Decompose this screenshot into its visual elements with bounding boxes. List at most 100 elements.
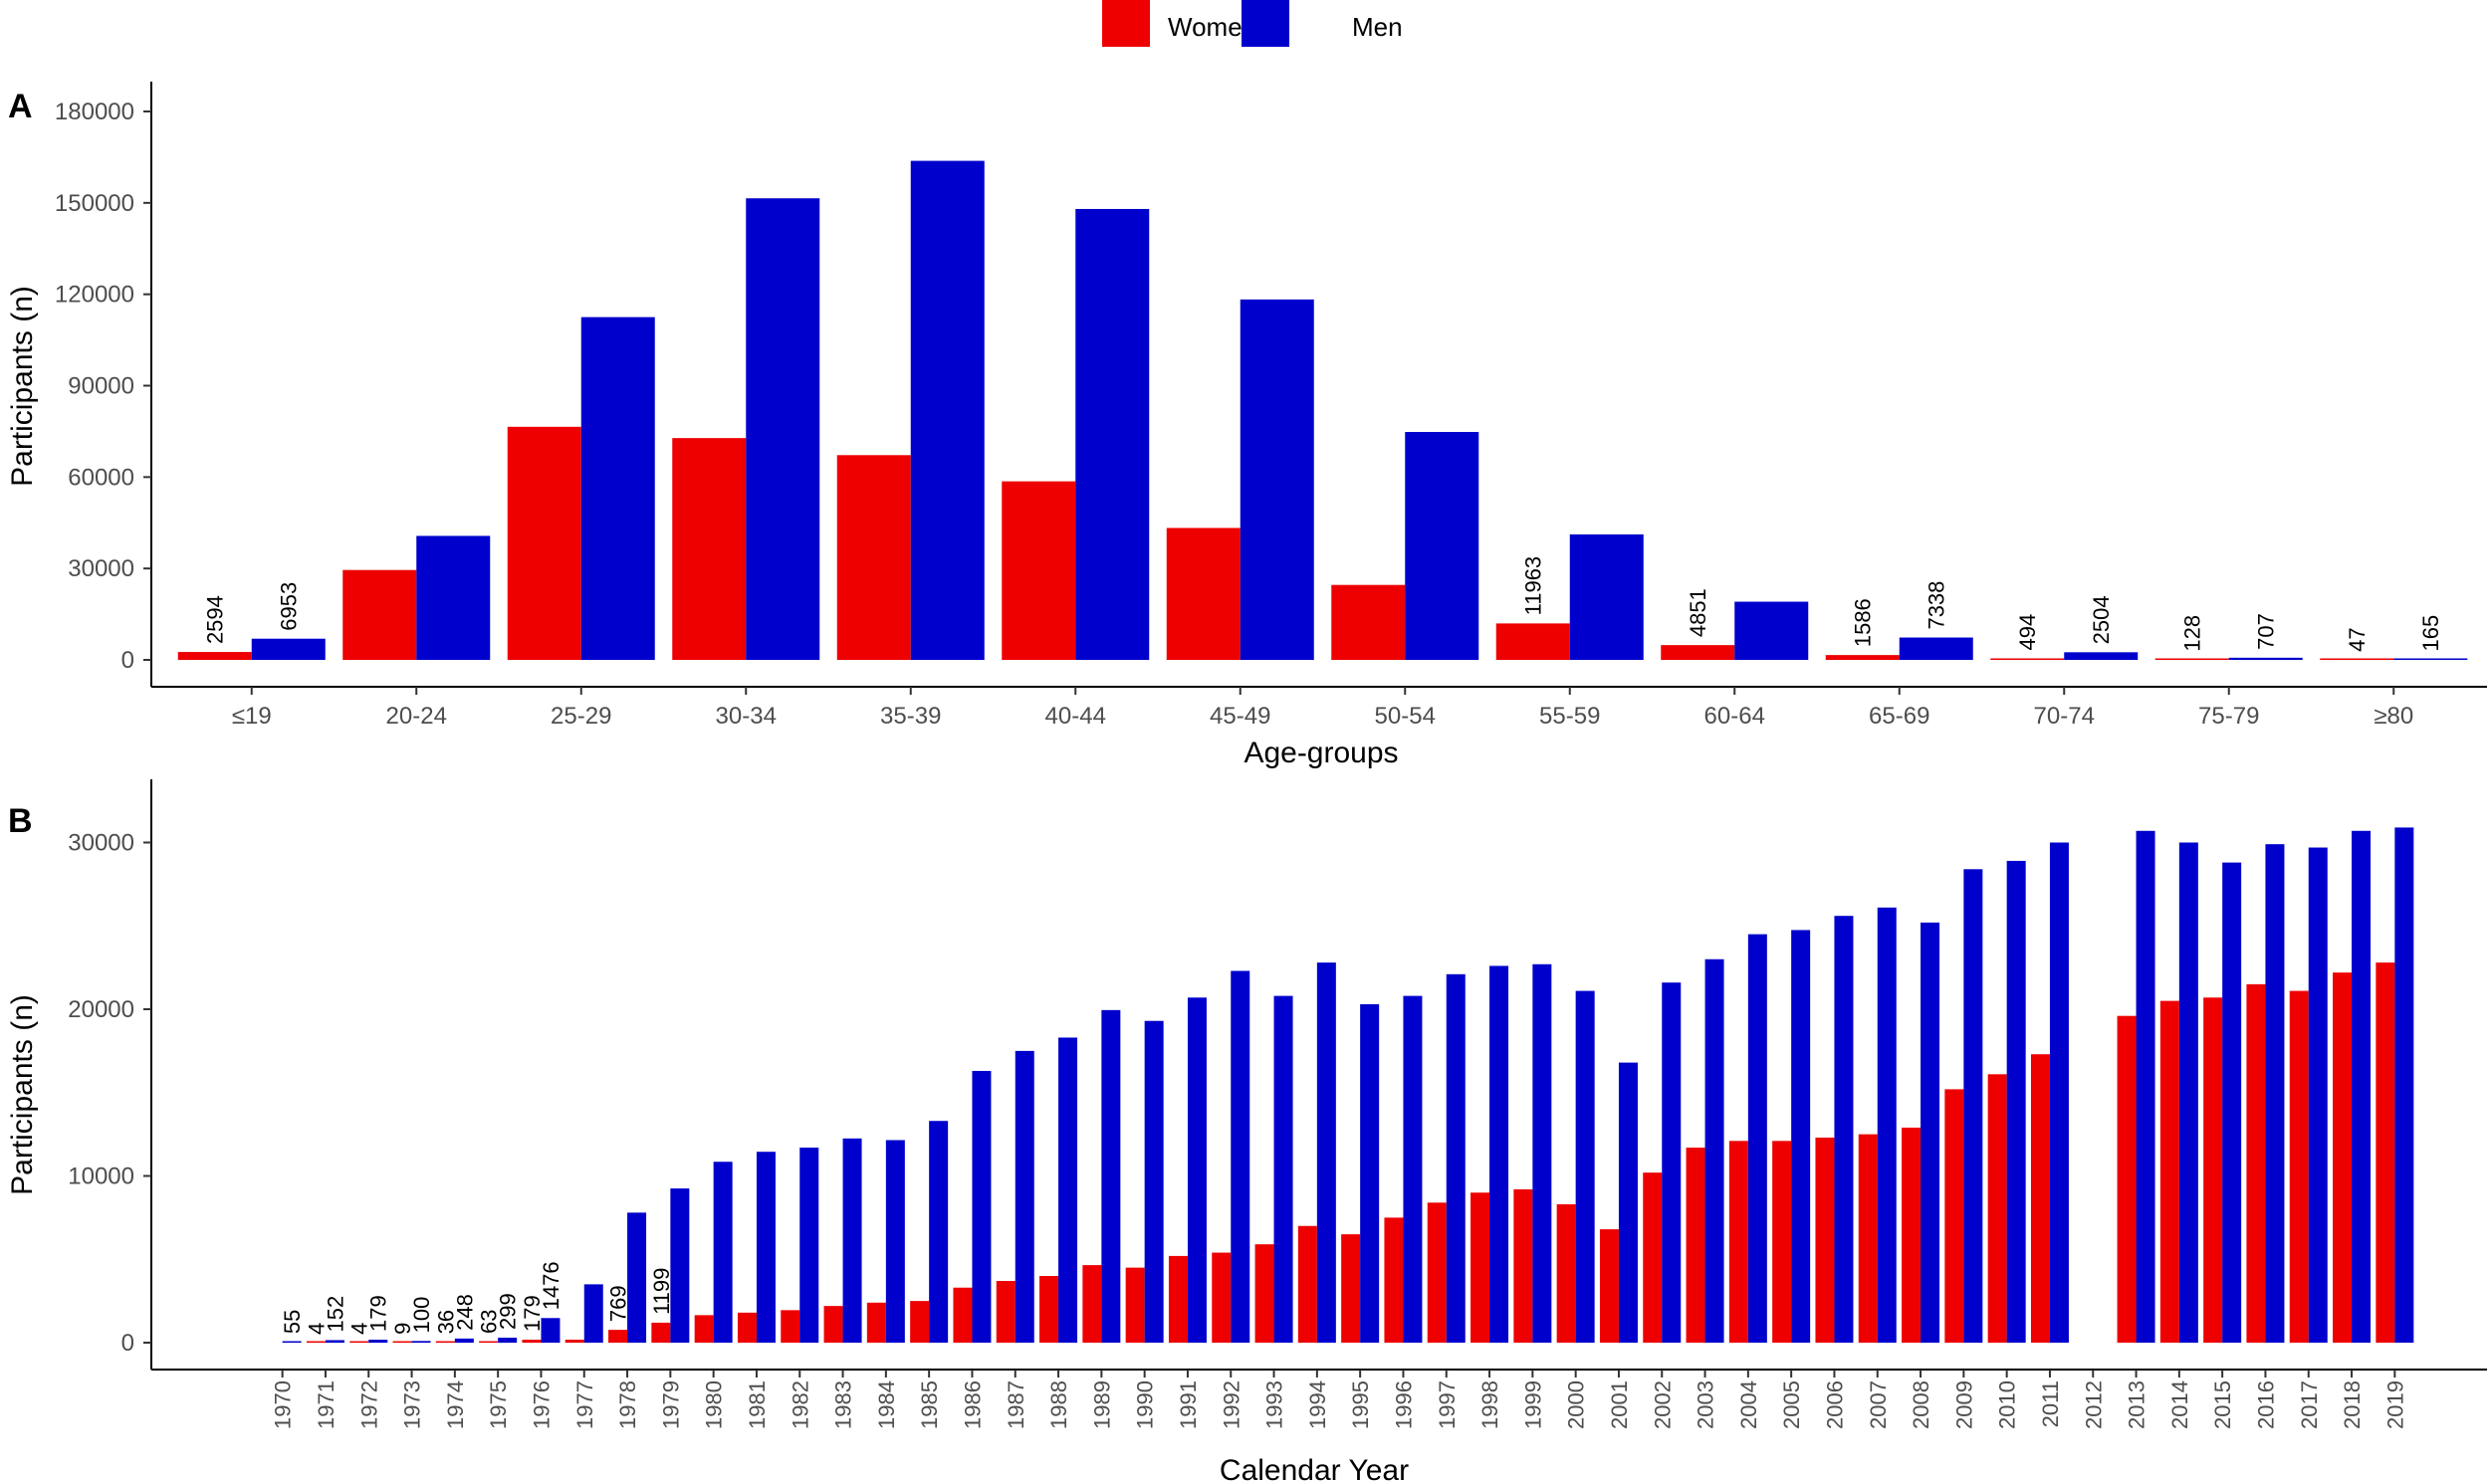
bar-men xyxy=(910,160,985,660)
x-tick-label: 65-69 xyxy=(1869,703,1929,730)
bar-women xyxy=(2376,962,2395,1343)
bar-men xyxy=(251,638,326,660)
x-tick-label: 2019 xyxy=(2382,1380,2407,1429)
bar-men xyxy=(670,1188,690,1343)
bar-men xyxy=(1791,930,1811,1343)
bar-women xyxy=(565,1339,584,1343)
data-label: 165 xyxy=(2418,615,2443,652)
x-tick-label: 1993 xyxy=(1262,1380,1287,1429)
bar-men xyxy=(2265,844,2285,1343)
bar-men xyxy=(580,317,655,660)
bar-women xyxy=(177,652,252,660)
data-label: 2504 xyxy=(2089,595,2114,644)
bar-men xyxy=(1899,637,1973,660)
data-label: 4 xyxy=(304,1323,329,1335)
x-tick-label: 2010 xyxy=(1995,1380,2020,1429)
data-label: 6953 xyxy=(277,582,302,631)
data-label: 1199 xyxy=(649,1268,674,1315)
x-tick-label: 1973 xyxy=(400,1380,425,1429)
bar-men xyxy=(1144,1020,1164,1343)
bar-men xyxy=(2394,827,2414,1343)
bar-men xyxy=(1240,299,1314,660)
bar-men xyxy=(1963,869,1983,1343)
x-tick-label: 60-64 xyxy=(1704,703,1765,730)
bar-men xyxy=(2064,652,2139,660)
x-tick-label: 2001 xyxy=(1607,1380,1632,1429)
x-tick-label: 1981 xyxy=(745,1380,770,1429)
data-label: 299 xyxy=(496,1293,521,1330)
bar-women xyxy=(1858,1134,1878,1343)
data-label: 179 xyxy=(520,1295,545,1332)
bar-men xyxy=(2006,860,2026,1343)
bar-women xyxy=(1990,658,2065,660)
bar-women xyxy=(836,455,911,660)
x-tick-label: 2006 xyxy=(1822,1380,1847,1429)
x-tick-label: 2014 xyxy=(2167,1380,2192,1429)
bar-men xyxy=(1405,432,1479,660)
panel-letter-b: B xyxy=(8,802,33,840)
y-tick-label: 30000 xyxy=(68,555,134,582)
y-tick-label: 20000 xyxy=(68,996,134,1023)
data-label: 769 xyxy=(606,1285,631,1322)
x-axis-title: Calendar Year xyxy=(1220,1454,1409,1484)
data-label: 47 xyxy=(2345,627,2370,651)
bar-men xyxy=(1058,1037,1078,1343)
x-tick-label: 1991 xyxy=(1176,1380,1201,1429)
y-tick-label: 180000 xyxy=(55,99,134,125)
bar-men xyxy=(541,1318,561,1343)
bar-men xyxy=(2178,842,2198,1343)
x-tick-label: 1982 xyxy=(788,1380,812,1429)
bar-women xyxy=(342,569,417,660)
bar-men xyxy=(2228,657,2303,660)
bar-women xyxy=(823,1306,843,1343)
bar-women xyxy=(1212,1252,1232,1343)
bar-women xyxy=(1556,1203,1576,1343)
legend-key-women xyxy=(1102,0,1150,47)
bar-men xyxy=(1734,601,1809,660)
x-tick-label: 40-44 xyxy=(1045,703,1106,730)
bar-men xyxy=(1015,1050,1034,1343)
x-tick-label: 1974 xyxy=(443,1380,468,1429)
bar-women xyxy=(1686,1148,1705,1343)
bar-women xyxy=(306,1341,326,1343)
bar-men xyxy=(1662,982,1682,1343)
data-label: 7338 xyxy=(1924,581,1949,630)
bar-women xyxy=(507,426,581,660)
bar-women xyxy=(1661,645,1735,660)
bar-men xyxy=(1877,907,1897,1343)
x-tick-label: 35-39 xyxy=(880,703,941,730)
bar-women xyxy=(1902,1127,1922,1343)
x-tick-label: 2009 xyxy=(1951,1380,1976,1429)
bar-women xyxy=(435,1341,455,1343)
x-tick-label: 2004 xyxy=(1736,1380,1761,1429)
bar-men xyxy=(1273,995,1293,1343)
bar-women xyxy=(910,1301,930,1343)
bar-women xyxy=(737,1312,757,1343)
x-tick-label: 1988 xyxy=(1046,1380,1071,1429)
x-tick-label: 50-54 xyxy=(1375,703,1436,730)
bar-men xyxy=(2393,658,2468,660)
x-tick-label: 1983 xyxy=(831,1380,856,1429)
bar-men xyxy=(1704,958,1724,1343)
bar-women xyxy=(1002,481,1076,660)
bar-men xyxy=(746,198,820,660)
x-tick-label: 2008 xyxy=(1909,1380,1933,1429)
x-tick-label: 75-79 xyxy=(2198,703,2259,730)
x-tick-label: 1997 xyxy=(1435,1380,1460,1429)
bar-women xyxy=(1471,1192,1490,1343)
x-tick-label: 1970 xyxy=(271,1380,296,1429)
y-axis-title: Participants (n) xyxy=(6,994,39,1195)
bar-women xyxy=(1643,1172,1663,1343)
data-label: 100 xyxy=(409,1297,434,1334)
bar-women xyxy=(1039,1276,1059,1343)
data-label: 248 xyxy=(452,1294,477,1331)
x-axis-title: Age-groups xyxy=(1244,737,1398,769)
x-tick-label: 1984 xyxy=(874,1380,899,1429)
x-tick-label: 1986 xyxy=(960,1380,985,1429)
bar-women xyxy=(392,1341,412,1343)
bar-women xyxy=(2117,1015,2137,1343)
data-label: 1476 xyxy=(539,1261,564,1310)
bar-women xyxy=(1944,1089,1964,1343)
panel-a: A 0 30000 60000 90000 120000 150000 180000 Parti… xyxy=(6,82,2487,769)
